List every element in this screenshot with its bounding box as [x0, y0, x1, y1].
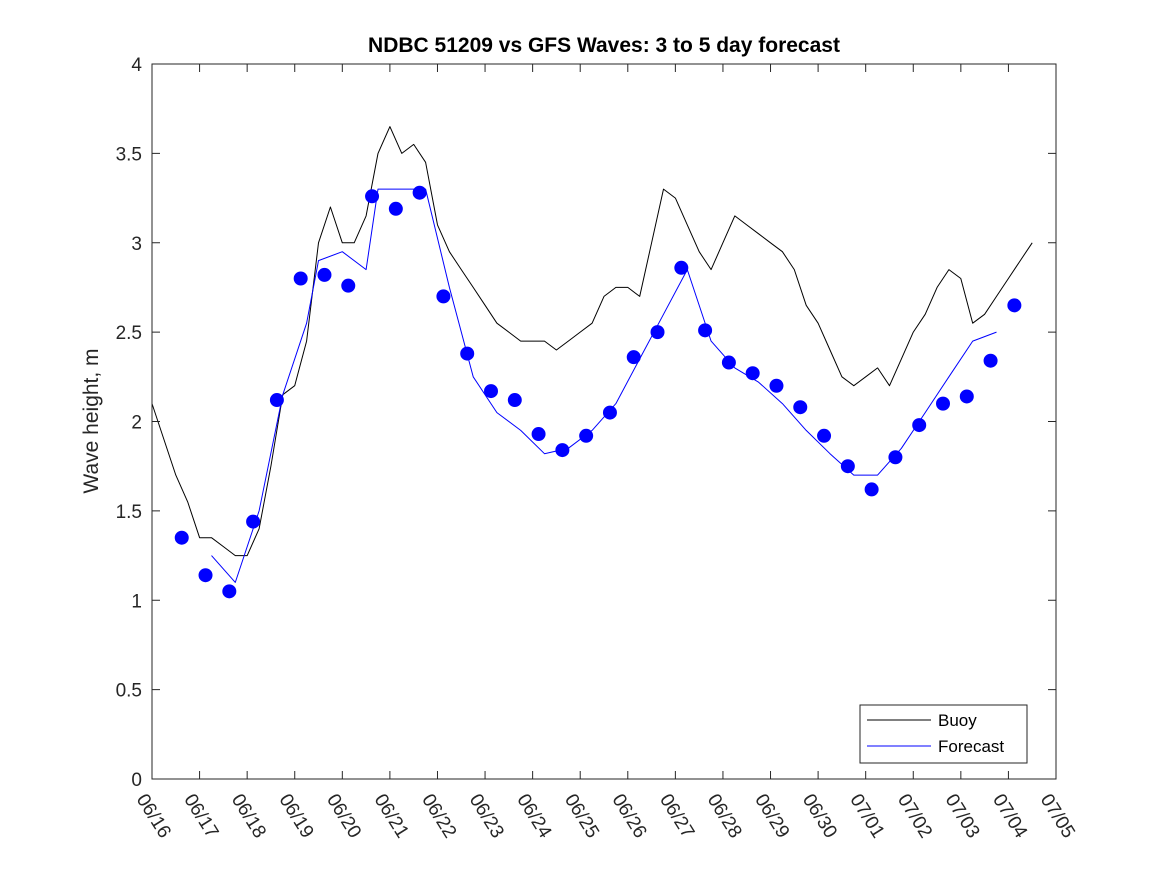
y-tick-label: 1.5	[116, 502, 142, 523]
forecast-point	[721, 355, 736, 370]
forecast-point	[222, 584, 237, 599]
plot-area	[152, 64, 1056, 779]
forecast-point	[864, 482, 879, 497]
y-tick-label: 3.5	[116, 144, 142, 165]
legend-buoy-label: Buoy	[938, 711, 977, 730]
forecast-point	[602, 405, 617, 420]
forecast-point	[412, 185, 427, 200]
forecast-point	[365, 189, 380, 204]
forecast-point	[912, 418, 927, 433]
forecast-point	[745, 366, 760, 381]
forecast-point	[531, 427, 546, 442]
forecast-point	[983, 353, 998, 368]
y-tick-label: 2.5	[116, 323, 142, 344]
forecast-point	[840, 459, 855, 474]
forecast-point	[650, 325, 665, 340]
forecast-point	[293, 271, 308, 286]
y-axis-label: Wave height, m	[80, 348, 103, 493]
forecast-point	[959, 389, 974, 404]
data-layer	[152, 126, 1033, 599]
forecast-point	[388, 201, 403, 216]
legend: Buoy Forecast	[859, 704, 1028, 764]
forecast-point	[269, 393, 284, 408]
forecast-point	[817, 428, 832, 443]
forecast-point	[793, 400, 808, 415]
forecast-point	[674, 260, 689, 275]
chart-title: NDBC 51209 vs GFS Waves: 3 to 5 day fore…	[368, 34, 840, 57]
forecast-point	[1007, 298, 1022, 313]
forecast-point	[198, 568, 213, 583]
forecast-point	[888, 450, 903, 465]
y-tick-label: 2	[131, 413, 142, 434]
forecast-line-2	[211, 188, 997, 583]
legend-forecast-label: Forecast	[938, 737, 1004, 756]
forecast-point	[174, 530, 189, 545]
y-axis: 0 0.5 1 1.5 2 2.5 3 3.5 4	[116, 55, 1056, 791]
y-tick-label: 3	[131, 234, 142, 255]
forecast-point	[436, 289, 451, 304]
buoy-line-0	[152, 126, 1033, 557]
forecast-point	[246, 514, 261, 529]
forecast-point	[936, 396, 950, 411]
forecast-point	[507, 393, 522, 408]
legend-box	[859, 704, 1028, 764]
forecast-point	[484, 384, 498, 399]
y-tick-label: 0.5	[116, 681, 142, 702]
forecast-point	[341, 278, 356, 293]
forecast-point	[317, 267, 332, 282]
y-tick-label: 4	[131, 55, 142, 76]
y-tick-label: 1	[131, 591, 142, 612]
y-tick-label: 0	[131, 770, 142, 791]
forecast-point	[769, 378, 784, 393]
forecast-point	[698, 323, 713, 338]
